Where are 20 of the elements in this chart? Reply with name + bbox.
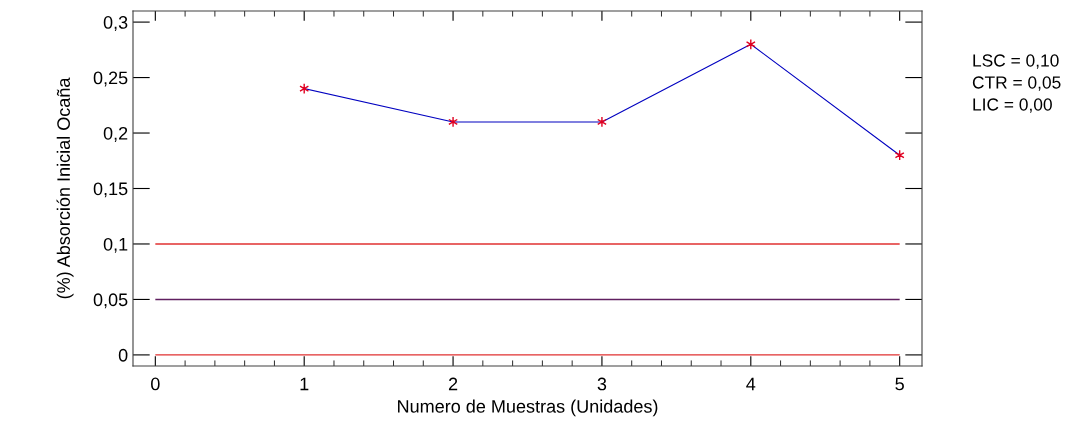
y-tick-label: 0 xyxy=(118,348,128,362)
y-axis-title: (%) Absorción Inicial Ocaña xyxy=(56,77,74,299)
text: LIC = 0,00 xyxy=(973,98,1052,113)
y-tick-label: 0,25 xyxy=(93,71,128,87)
x-tick-label: 1 xyxy=(300,377,309,391)
y-tick-label: 0,3 xyxy=(103,16,128,31)
y-tick-label: 0,05 xyxy=(93,293,128,309)
x-tick-label: 3 xyxy=(597,377,607,391)
point xyxy=(448,116,458,128)
x-tick-label: 5 xyxy=(895,377,904,391)
y-tick-label: 0,2 xyxy=(103,126,128,142)
y-tick-label: 0,1 xyxy=(103,237,128,253)
text: LSC = 0,10 xyxy=(973,54,1059,69)
point xyxy=(597,116,607,128)
text: CTR = 0,05 xyxy=(972,76,1061,91)
x-axis-title: Numero de Muestras (Unidades) xyxy=(398,399,658,417)
y-tick-label: 0,15 xyxy=(93,182,128,198)
x-tick-label: 2 xyxy=(448,377,458,391)
x-tick-label: 4 xyxy=(746,377,756,391)
x-tick-label: 0 xyxy=(151,377,160,391)
